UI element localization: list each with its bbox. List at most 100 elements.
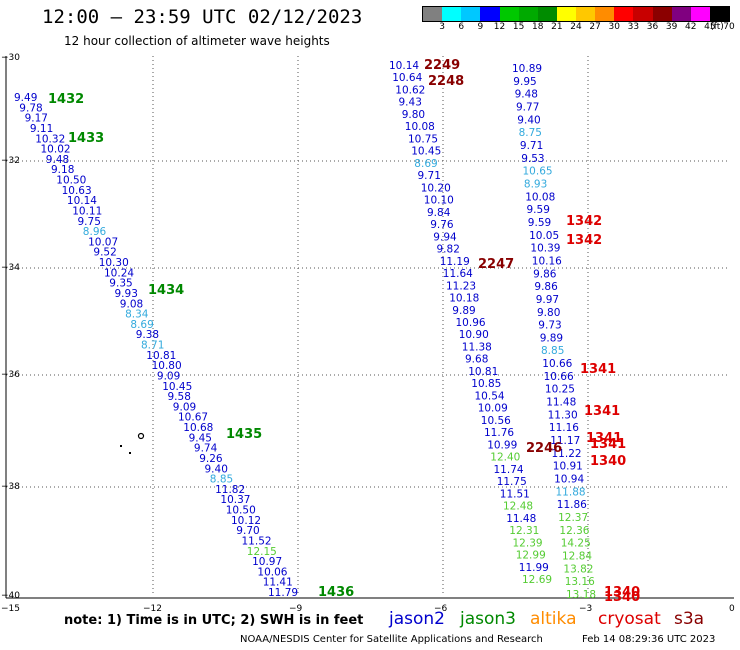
east-track-value: 10.65 [523, 166, 553, 178]
west-track-value: 8.85 [210, 474, 233, 486]
legend-tick-label: 3 [439, 22, 445, 32]
east-track-value: 9.89 [540, 332, 563, 344]
mid-track-value: 10.14 [389, 60, 419, 72]
mid-track-value: 12.40 [490, 452, 520, 464]
legend-swatch [518, 7, 538, 21]
time-label: 1434 [148, 283, 184, 298]
lon-label: −9 [289, 604, 303, 614]
west-track-value: 10.24 [104, 267, 134, 279]
legend-tick-label: 70 [723, 22, 735, 32]
west-track-value: 10.02 [41, 144, 71, 156]
satellite-s3a: s3a [674, 609, 705, 629]
west-track-value: 9.93 [115, 288, 138, 300]
east-track-value: 9.97 [536, 294, 559, 306]
west-track-value: 9.49 [14, 92, 37, 104]
east-track-value: 10.16 [532, 255, 562, 267]
mid-track-value: 9.94 [433, 231, 457, 243]
time-label: 2248 [428, 74, 464, 89]
mid-track-value: 10.64 [392, 72, 422, 84]
axis-labels: −30 −32 −34 −36 −38 −40 −15 −12 −9 −6 −3… [1, 53, 735, 614]
mid-track-value: 10.20 [421, 182, 451, 194]
mid-track-value: 11.38 [462, 342, 492, 354]
legend-tick-label: 42 [685, 22, 697, 32]
west-track-value: 9.17 [25, 113, 48, 125]
time-label: 2246 [526, 441, 562, 456]
time-label: 1340 [590, 454, 626, 469]
legend-swatch [614, 7, 634, 21]
west-track-value: 9.11 [30, 123, 53, 135]
mid-track-value: 10.81 [468, 366, 498, 378]
legend-swatch [595, 7, 615, 21]
west-track-value: 10.11 [72, 205, 102, 217]
west-track-value: 9.75 [78, 216, 101, 228]
west-track-value: 11.41 [263, 577, 293, 589]
west-track-value: 11.82 [215, 484, 245, 496]
legend-swatch [576, 7, 596, 21]
mid-track-value: 12.48 [503, 501, 533, 513]
east-track-value: 10.39 [530, 243, 560, 255]
west-track-value: 9.08 [120, 298, 143, 310]
legend-tick-label: 9 [477, 22, 484, 32]
mid-track-value: 11.48 [506, 513, 536, 525]
mid-track-value: 11.74 [494, 464, 524, 476]
mid-track-value: 11.23 [446, 280, 476, 292]
east-track-value: 9.59 [527, 204, 550, 216]
west-track-value: 9.45 [189, 432, 212, 444]
time-label: 1340 [604, 590, 640, 605]
mid-track-value: 9.80 [402, 109, 425, 121]
west-track-value: 10.50 [56, 175, 86, 187]
west-track-value: 8.69 [130, 319, 153, 331]
west-track-value: 10.97 [252, 556, 282, 568]
east-track-value: 9.53 [521, 153, 544, 165]
mid-track-value: 10.45 [411, 146, 441, 158]
legend-swatch [423, 7, 443, 21]
island-dot [129, 452, 131, 454]
west-track-value: 9.35 [109, 278, 132, 290]
west-track-value: 9.09 [173, 401, 196, 413]
map-grid [5, 56, 734, 599]
east-track-value: 8.85 [541, 345, 564, 357]
mid-track-value: 10.75 [408, 133, 438, 145]
west-track-value: 8.71 [141, 340, 164, 352]
west-track-value: 9.18 [51, 164, 74, 176]
lon-label: −15 [1, 604, 20, 614]
time-label: 1342 [566, 233, 602, 248]
lon-label: 0 [729, 604, 735, 614]
west-track-value: 10.37 [220, 494, 250, 506]
east-track-value: 11.30 [548, 409, 578, 421]
west-track-value: 9.40 [205, 463, 228, 475]
legend-swatch [556, 7, 576, 21]
west-track-value: 9.70 [236, 525, 259, 537]
east-track-value: 11.88 [556, 486, 586, 498]
east-track-value: 9.95 [513, 76, 536, 88]
lat-label: −36 [1, 370, 20, 380]
legend-swatch [690, 7, 710, 21]
east-track-value: 9.59 [528, 217, 551, 229]
mid-track-value: 10.56 [481, 415, 511, 427]
legend-swatch [633, 7, 653, 21]
west-track-value: 10.06 [257, 566, 287, 578]
east-track-value: 13.18 [566, 589, 596, 601]
west-track-value: 12.15 [247, 546, 277, 558]
west-track-value: 8.34 [125, 309, 149, 321]
legend-tick-label: 36 [646, 22, 659, 32]
west-track-value: 9.48 [46, 154, 69, 166]
west-track-value: 10.80 [152, 360, 182, 372]
east-track-value: 8.93 [524, 179, 547, 191]
wave-height-tracks: 9.499.789.179.1110.3210.029.489.1810.501… [14, 60, 596, 601]
satellite-cryosat: cryosat [598, 609, 661, 629]
lat-label: −32 [1, 156, 20, 166]
mid-track-value: 10.85 [471, 378, 501, 390]
east-track-value: 9.48 [515, 89, 538, 101]
lat-label: −30 [1, 53, 20, 63]
map-subtitle: 12 hour collection of altimeter wave hei… [64, 34, 330, 48]
east-track-value: 10.66 [544, 371, 574, 383]
east-track-value: 12.36 [559, 525, 589, 537]
legend-swatch [461, 7, 481, 21]
legend-tick-label: 15 [512, 22, 525, 32]
time-label: 1435 [226, 427, 262, 442]
legend-tick-label: 27 [589, 22, 601, 32]
legend-tick-label: 24 [570, 22, 582, 32]
